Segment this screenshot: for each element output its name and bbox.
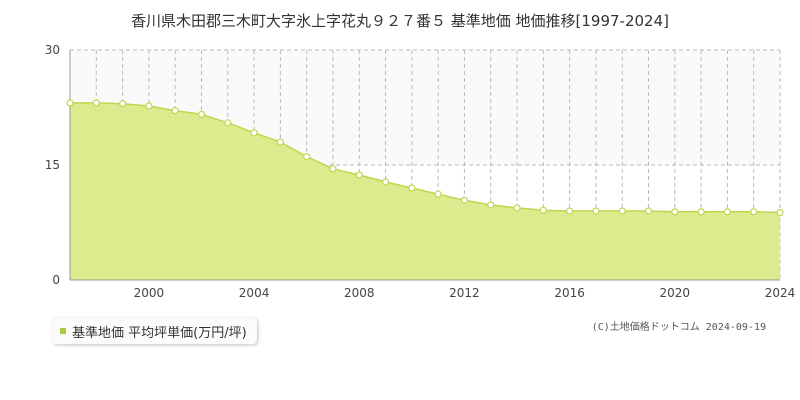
data-point — [487, 201, 495, 209]
axes — [69, 50, 780, 281]
x-tick-label: 2004 — [239, 286, 270, 300]
data-point — [118, 100, 127, 108]
x-tick-label: 2020 — [660, 286, 691, 300]
data-point — [276, 138, 284, 146]
legend-label: 基準地価 平均坪単価(万円/坪) — [72, 325, 247, 341]
chart-title: 香川県木田郡三木町大字氷上字花丸９２７番５ 基準地価 地価推移[1997-202… — [130, 12, 669, 30]
data-point — [776, 208, 784, 217]
data-point — [355, 171, 363, 179]
x-tick-labels: 2000 2004 2008 2012 2016 2020 2024 — [134, 286, 796, 300]
data-point — [723, 208, 732, 216]
x-tick-label: 2016 — [554, 286, 585, 300]
x-tick-label: 2000 — [134, 286, 165, 300]
data-point — [408, 184, 416, 192]
data-point — [92, 99, 100, 107]
x-tick-label: 2024 — [765, 286, 796, 300]
data-point — [750, 208, 758, 216]
data-point — [145, 102, 153, 110]
y-tick-label: 30 — [45, 43, 60, 57]
data-point — [566, 207, 574, 215]
data-point — [303, 152, 311, 161]
y-tick-label: 0 — [52, 273, 60, 287]
data-point — [697, 208, 705, 216]
copyright-credit: (C)土地価格ドットコム 2024-09-19 — [591, 322, 766, 333]
data-point — [513, 204, 521, 212]
data-point — [592, 207, 600, 215]
data-point — [381, 178, 390, 186]
x-tick-label: 2012 — [449, 286, 480, 300]
data-point — [329, 165, 337, 173]
data-point — [250, 129, 258, 137]
data-point — [434, 190, 442, 198]
data-point — [66, 99, 74, 107]
x-tick-label: 2008 — [344, 286, 375, 300]
y-tick-labels: 0 15 30 — [45, 43, 60, 287]
data-point — [671, 208, 679, 216]
series-line — [70, 102, 781, 214]
data-point — [539, 206, 547, 214]
data-point — [644, 207, 653, 215]
data-point — [197, 110, 206, 119]
legend-swatch — [60, 328, 66, 334]
data-point — [460, 196, 469, 204]
data-point — [618, 207, 626, 215]
data-point — [171, 106, 179, 115]
y-tick-label: 15 — [45, 158, 60, 172]
legend: 基準地価 平均坪単価(万円/坪) — [52, 318, 257, 344]
series-markers — [66, 99, 784, 217]
data-point — [224, 119, 232, 127]
